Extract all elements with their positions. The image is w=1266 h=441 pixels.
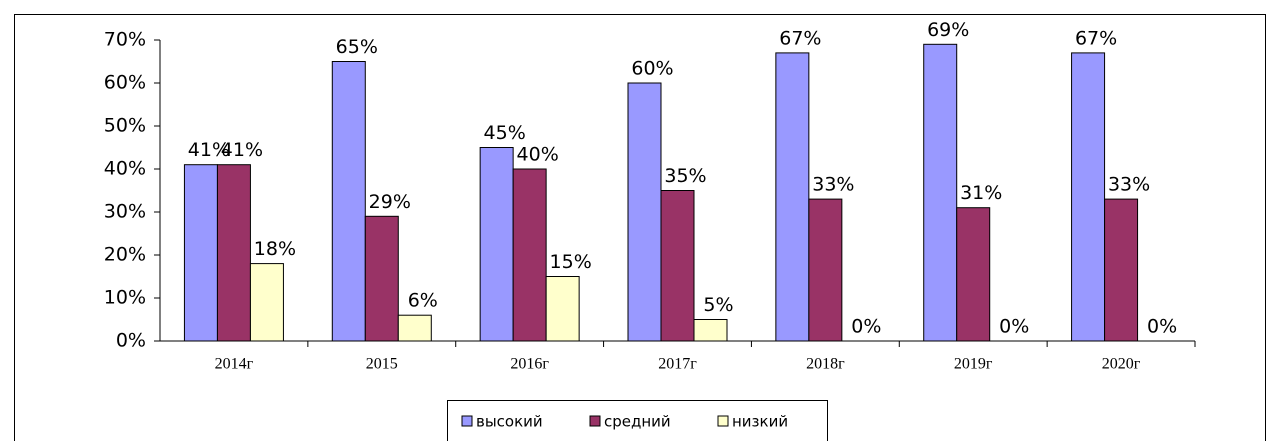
bar: [512, 168, 547, 342]
bar: [808, 198, 843, 342]
x-tick-label: 2017г: [658, 356, 697, 373]
bar: [1071, 52, 1106, 342]
data-label: 65%: [336, 36, 378, 58]
data-label: 29%: [369, 191, 411, 213]
legend-box: [447, 400, 828, 441]
bar: [627, 82, 662, 342]
y-tick-label: 20%: [104, 244, 146, 266]
y-tick-label: 0%: [116, 330, 146, 352]
data-label: 0%: [851, 316, 881, 338]
data-label: 41%: [221, 139, 263, 161]
bar: [545, 276, 580, 342]
bar: [660, 190, 695, 342]
data-label: 15%: [550, 251, 592, 273]
x-tick-label: 2015: [366, 356, 398, 373]
y-tick-label: 30%: [104, 201, 146, 223]
legend-swatch: [461, 415, 473, 427]
data-label: 35%: [664, 165, 706, 187]
data-label: 40%: [517, 144, 559, 166]
y-tick-label: 60%: [104, 72, 146, 94]
data-label: 69%: [927, 19, 969, 41]
bar: [397, 314, 432, 342]
y-tick-label: 40%: [104, 158, 146, 180]
y-tick-label: 50%: [104, 115, 146, 137]
bar: [775, 52, 810, 342]
data-label: 0%: [999, 316, 1029, 338]
x-tick-label: 2016г: [510, 356, 549, 373]
y-tick-label: 10%: [104, 287, 146, 309]
data-label: 33%: [812, 174, 854, 196]
legend-label: средний: [604, 413, 671, 431]
data-label: 41%: [188, 139, 230, 161]
data-label: 67%: [1075, 27, 1117, 49]
y-tick-label: 70%: [104, 29, 146, 51]
data-label: 0%: [1147, 316, 1177, 338]
legend-swatch: [589, 415, 601, 427]
legend-label: высокий: [476, 413, 543, 431]
legend-label: низкий: [732, 413, 788, 431]
data-label: 60%: [631, 58, 673, 80]
bar: [693, 319, 728, 342]
data-label: 31%: [960, 182, 1002, 204]
bar: [479, 147, 514, 342]
bar: [249, 263, 284, 342]
x-tick-label: 2020г: [1102, 356, 1141, 373]
bar: [331, 61, 366, 342]
data-label: 18%: [254, 238, 296, 260]
data-label: 67%: [779, 27, 821, 49]
bar: [216, 164, 251, 342]
bar: [923, 43, 958, 342]
data-label: 6%: [408, 290, 438, 312]
x-tick-label: 2018г: [806, 356, 845, 373]
bar: [364, 215, 399, 342]
x-tick-label: 2019г: [954, 356, 993, 373]
x-tick-label: 2014г: [215, 356, 254, 373]
legend-swatch: [717, 415, 729, 427]
data-label: 5%: [703, 294, 733, 316]
bar: [956, 207, 991, 342]
data-label: 33%: [1108, 174, 1150, 196]
data-label: 45%: [484, 122, 526, 144]
bar: [1104, 198, 1139, 342]
bar: [183, 164, 218, 342]
